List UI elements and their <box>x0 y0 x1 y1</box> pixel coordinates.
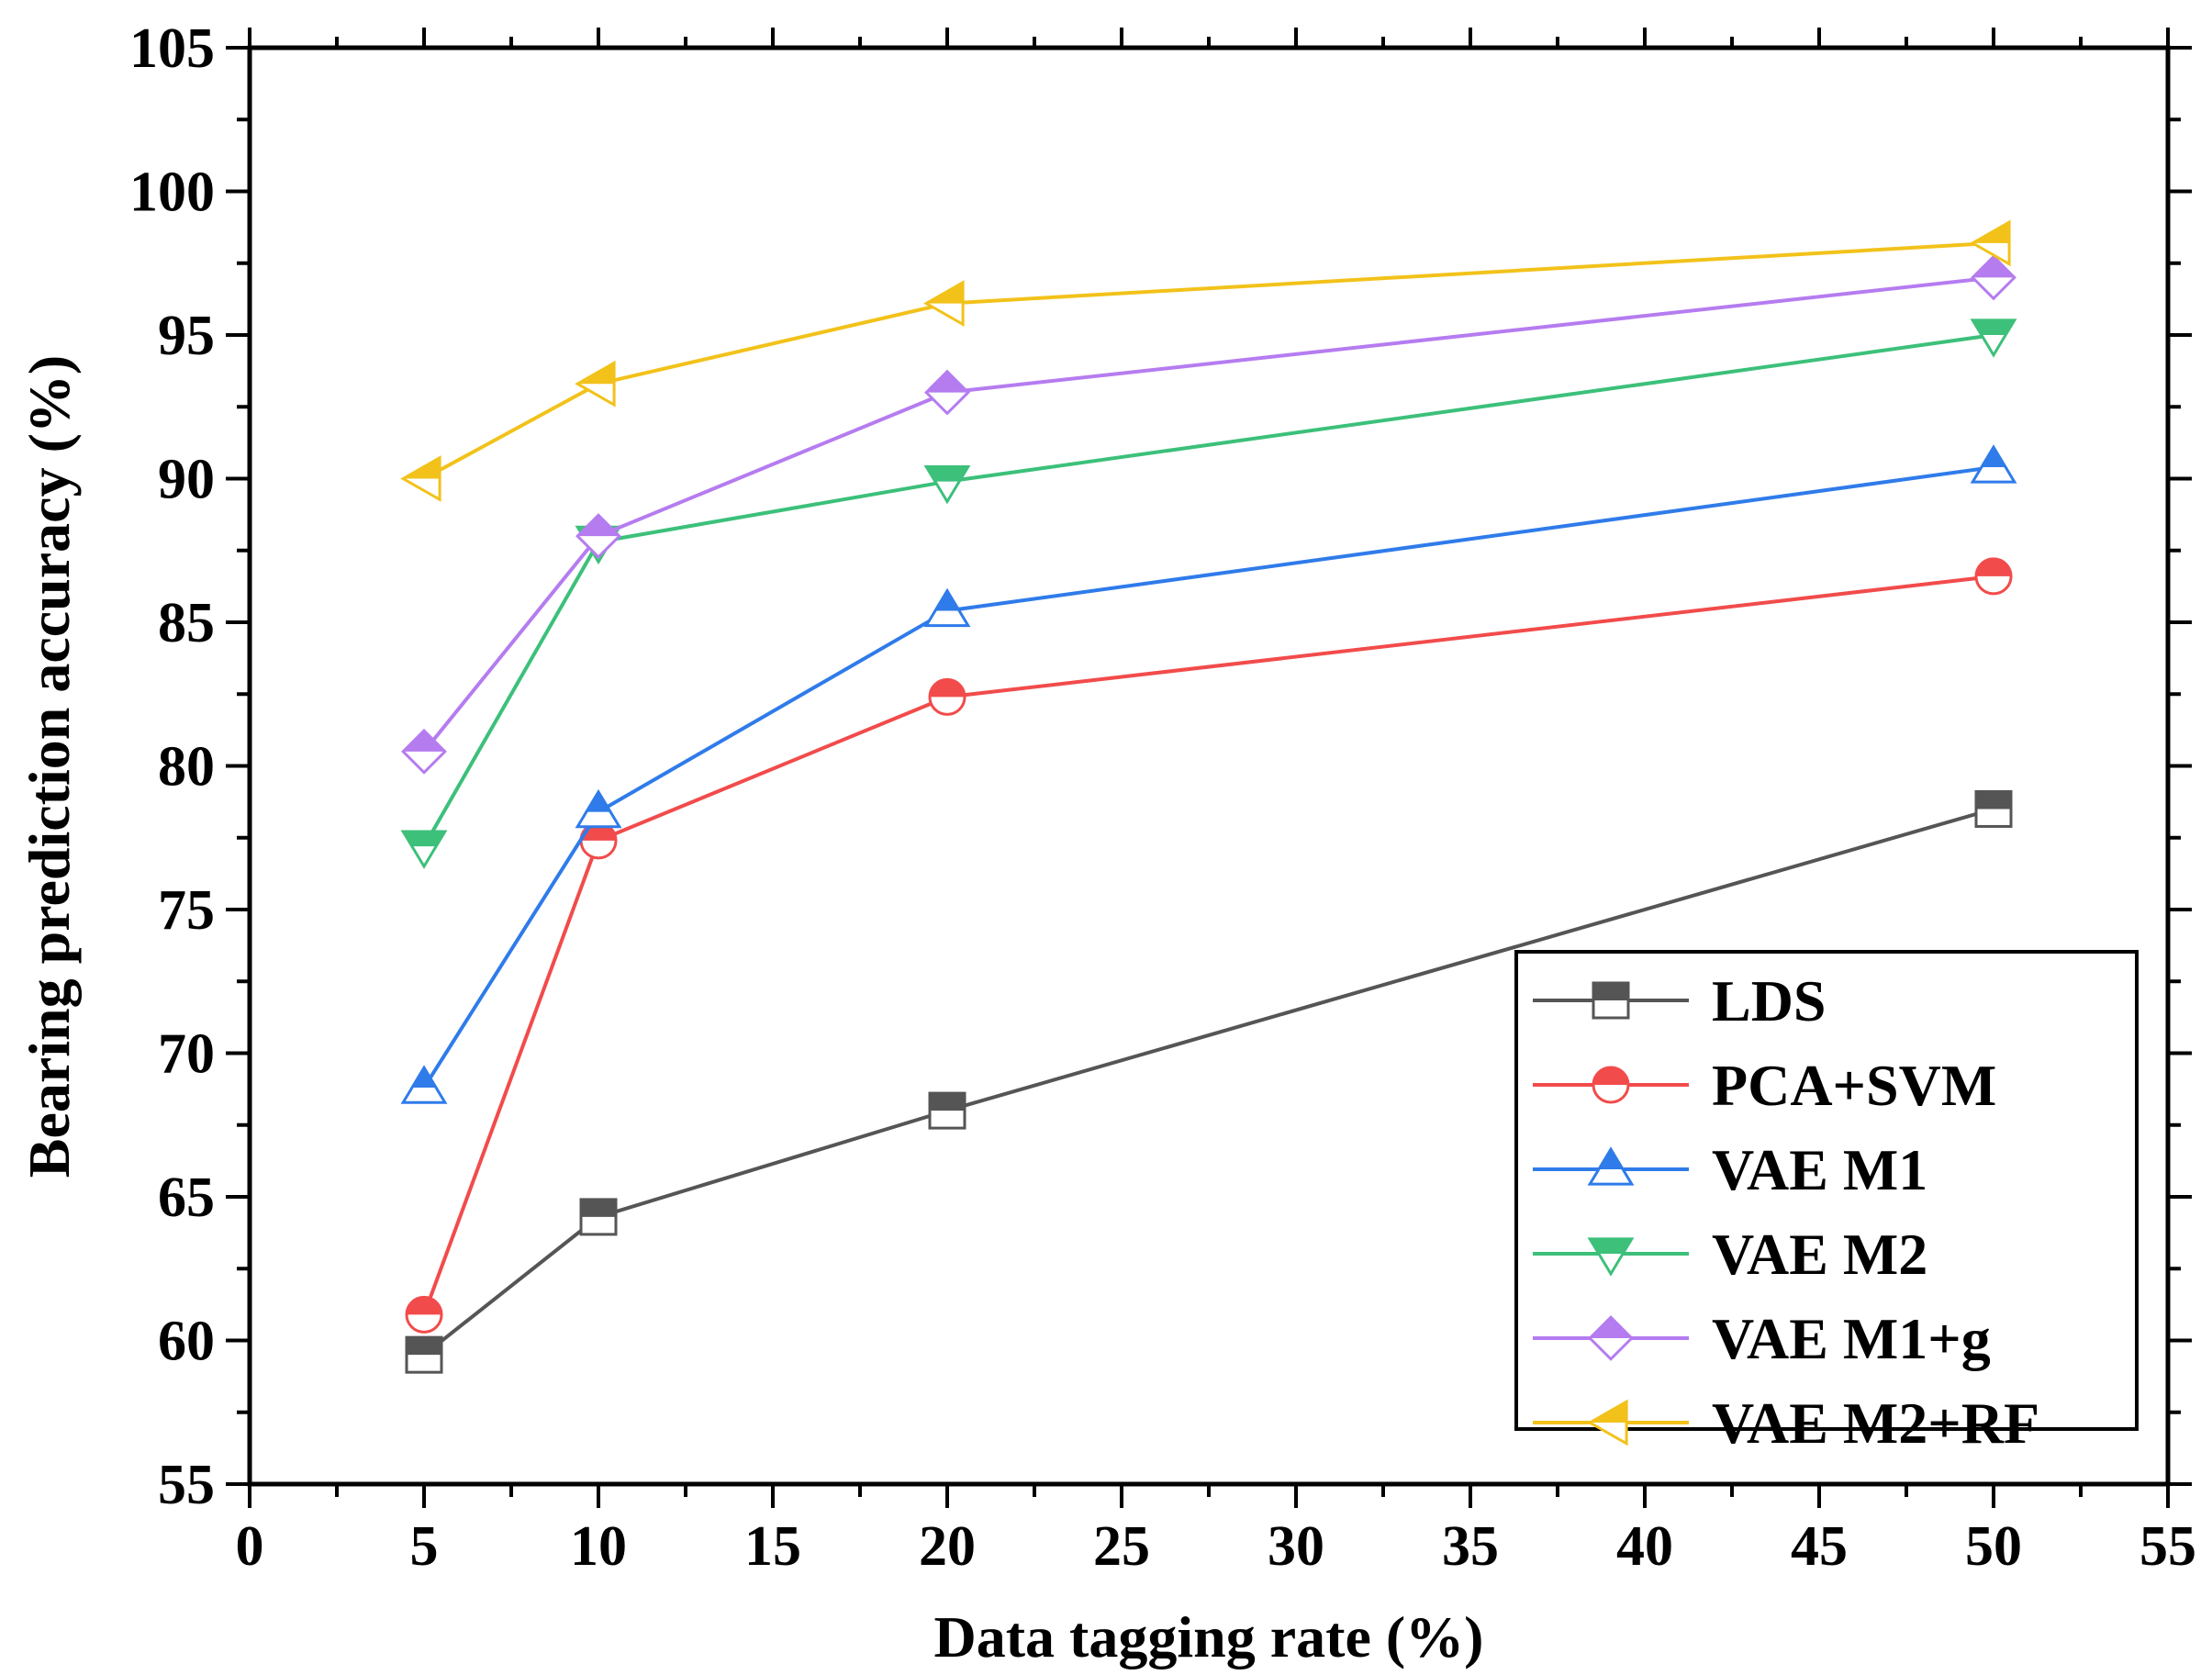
y-tick-label: 95 <box>158 305 215 367</box>
data-point-vae-m2-rf <box>575 360 616 408</box>
y-tick-label: 80 <box>158 736 215 798</box>
series-layer <box>400 219 2017 1374</box>
x-tick-label: 5 <box>410 1515 439 1578</box>
data-point-pca-svm <box>1974 557 2013 596</box>
data-point-vae-m1-g <box>401 728 447 775</box>
series-vae-m1-g <box>401 254 2016 775</box>
data-point-lds <box>579 1198 618 1236</box>
legend-marker <box>1587 1399 1628 1446</box>
series-pca-svm <box>405 557 2013 1334</box>
data-point-vae-m2 <box>400 830 448 869</box>
legend-marker <box>1592 1066 1630 1104</box>
series-line-vae-m1-g <box>422 275 1994 754</box>
y-tick-label: 65 <box>158 1167 215 1229</box>
series-line-vae-m1 <box>422 464 1994 1089</box>
x-axis-title: Data tagging rate (%) <box>934 1604 1484 1669</box>
series-vae-m1 <box>400 444 2017 1104</box>
legend-item-vae-m2: VAE M2 <box>1533 1222 1927 1287</box>
y-tick-label: 70 <box>158 1023 215 1086</box>
axis-layer: 0 5 10 15 20 25 30 35 40 45 50 55 55 60 65 70 75 80 85 90 95… <box>129 17 2196 1578</box>
series-line-vae-m2 <box>422 333 1994 848</box>
legend-marker <box>1587 1237 1635 1277</box>
legend-marker <box>1587 1146 1635 1186</box>
legend-item-vae-m2-rf: VAE M2+RF <box>1533 1390 2039 1456</box>
data-point-lds <box>928 1091 966 1130</box>
data-point-pca-svm <box>405 1295 443 1334</box>
data-point-lds <box>405 1335 443 1374</box>
x-tick-label: 20 <box>919 1515 976 1578</box>
series-line-pca-svm <box>422 574 1994 1316</box>
x-tick-label: 0 <box>236 1515 264 1578</box>
legend-label: VAE M2+RF <box>1712 1390 2039 1456</box>
legend-item-pca-svm: PCA+SVM <box>1533 1053 1996 1118</box>
legend-item-vae-m1-g: VAE M1+g <box>1533 1306 1991 1371</box>
series-vae-m2-rf <box>400 219 2011 502</box>
y-tick-label: 75 <box>158 879 215 942</box>
data-point-vae-m1 <box>1970 444 2017 484</box>
legend-item-lds: LDS <box>1533 968 1827 1033</box>
data-point-vae-m1 <box>400 1065 448 1104</box>
x-tick-label: 15 <box>744 1515 801 1578</box>
data-point-vae-m1-g <box>575 513 621 560</box>
y-tick-label: 90 <box>158 449 215 511</box>
y-tick-label: 85 <box>158 592 215 654</box>
x-tick-label: 35 <box>1442 1515 1499 1578</box>
series-line-lds <box>422 807 1994 1357</box>
y-tick-label: 55 <box>158 1454 215 1516</box>
x-tick-label: 10 <box>570 1515 627 1578</box>
data-point-vae-m1-g <box>924 369 970 416</box>
legend-marker <box>1592 981 1630 1020</box>
data-point-lds <box>1974 789 2013 828</box>
data-point-vae-m2 <box>1970 318 2017 358</box>
data-point-vae-m2-rf <box>400 455 441 502</box>
legend-label: VAE M1 <box>1712 1137 1927 1202</box>
legend-marker <box>1588 1315 1634 1361</box>
y-tick-label: 100 <box>129 162 215 224</box>
data-point-vae-m2 <box>923 464 971 505</box>
y-axis-title: Bearing prediction accuracy (%) <box>17 355 82 1178</box>
x-tick-label: 50 <box>1965 1515 2022 1578</box>
series-line-vae-m2-rf <box>423 240 1994 481</box>
legend-item-vae-m1: VAE M1 <box>1533 1137 1927 1202</box>
data-point-vae-m1 <box>923 587 971 628</box>
series-lds <box>405 789 2013 1374</box>
legend-label: VAE M1+g <box>1712 1306 1991 1371</box>
legend-label: VAE M2 <box>1712 1222 1927 1287</box>
legend-label: PCA+SVM <box>1712 1053 1996 1118</box>
data-point-vae-m1-g <box>1971 254 2016 301</box>
data-point-vae-m1 <box>575 788 622 829</box>
y-tick-label: 60 <box>158 1311 215 1373</box>
x-tick-label: 40 <box>1616 1515 1673 1578</box>
x-tick-label: 55 <box>2139 1515 2196 1578</box>
y-tick-label: 105 <box>129 17 215 80</box>
x-tick-label: 25 <box>1093 1515 1150 1578</box>
x-tick-label: 30 <box>1268 1515 1324 1578</box>
data-point-vae-m2-rf <box>923 280 965 327</box>
data-point-vae-m2-rf <box>1970 219 2011 267</box>
data-point-pca-svm <box>928 677 966 716</box>
legend: LDS PCA+SVM VAE M1 VAE M2 VAE M1+g VAE M2+RF <box>1514 950 2139 1456</box>
x-tick-label: 45 <box>1791 1515 1848 1578</box>
legend-label: LDS <box>1712 968 1827 1033</box>
